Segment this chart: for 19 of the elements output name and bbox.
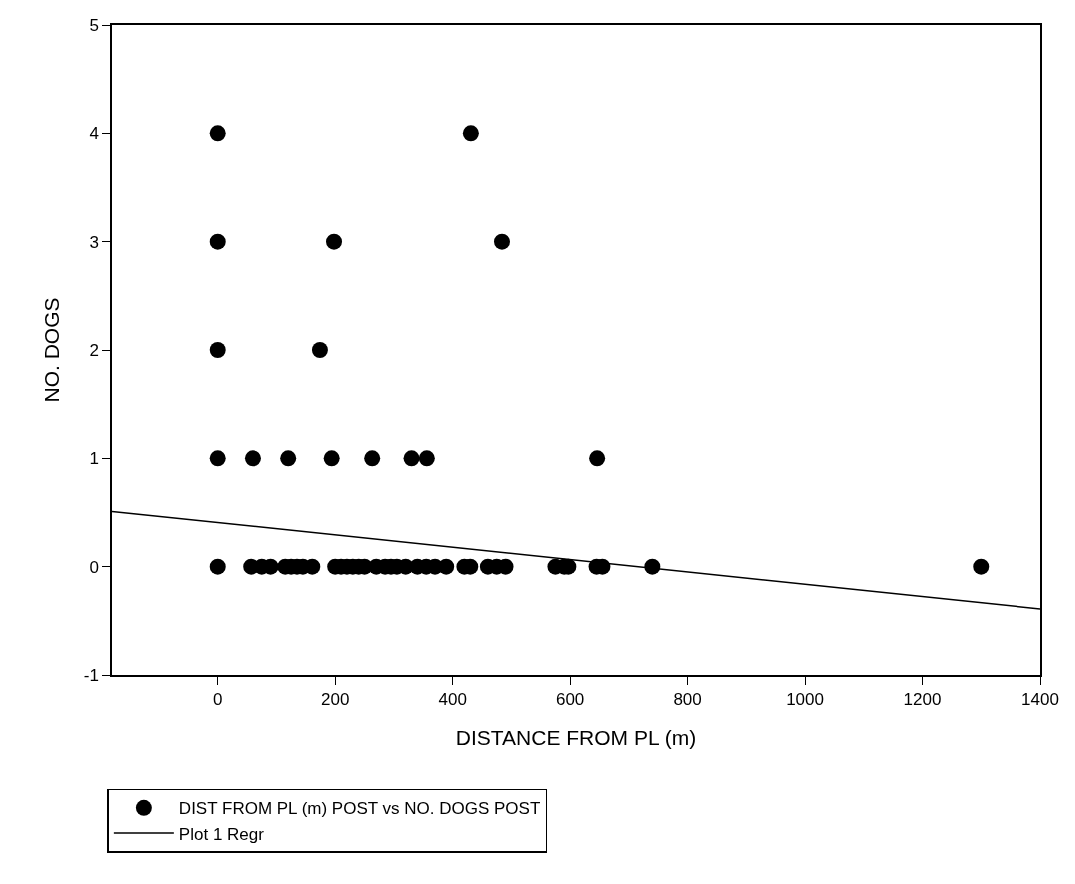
x-tick-label: 600 bbox=[555, 690, 585, 710]
y-axis-title: NO. DOGS bbox=[40, 297, 64, 403]
y-tick-label: 4 bbox=[89, 124, 99, 144]
y-tick-label: 3 bbox=[89, 232, 99, 252]
x-tick-label: 0 bbox=[212, 690, 223, 710]
y-tick-label: 5 bbox=[89, 15, 99, 35]
x-tick-label: 1000 bbox=[786, 690, 824, 710]
x-tick-label: 1200 bbox=[903, 690, 942, 710]
y-tick-label: -1 bbox=[83, 665, 99, 685]
legend-label: Plot 1 Regr bbox=[178, 824, 265, 844]
x-tick-label: 1400 bbox=[1021, 690, 1059, 710]
x-axis-title: DISTANCE FROM PL (m) bbox=[455, 725, 697, 749]
x-tick-label: 200 bbox=[321, 690, 350, 710]
y-tick-label: 0 bbox=[89, 557, 99, 577]
x-tick-label: 400 bbox=[438, 690, 467, 710]
legend-label: DIST FROM PL (m) POST vs NO. DOGS POST bbox=[178, 799, 541, 819]
x-tick-label: 800 bbox=[673, 690, 702, 710]
y-tick-label: 2 bbox=[89, 340, 99, 360]
y-tick-label: 1 bbox=[89, 449, 99, 469]
